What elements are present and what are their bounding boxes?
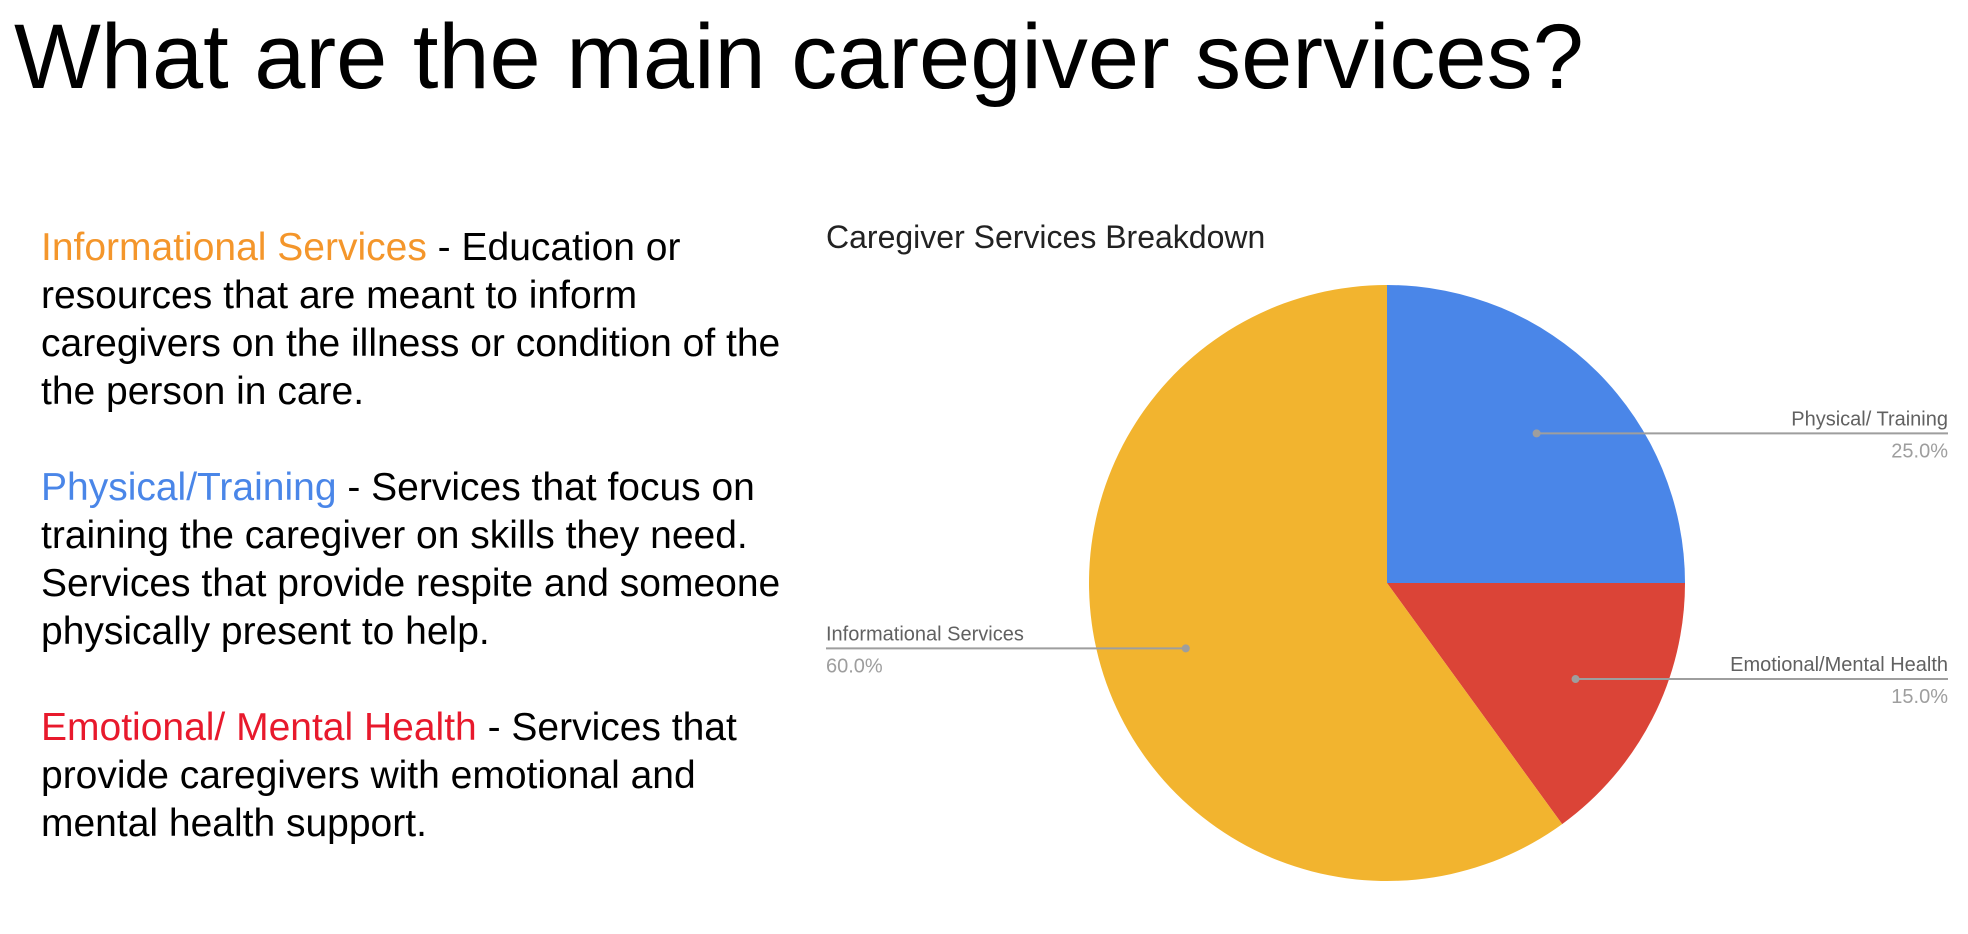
term-physical: Physical/Training — [41, 466, 337, 509]
slice-value-1: 15.0% — [1891, 686, 1948, 708]
pie-labels: Physical/ Training 25.0% Emotional/Mental … — [826, 408, 1948, 708]
slide-title: What are the main caregiver services? — [14, 6, 1584, 108]
slice-value-0: 25.0% — [1891, 440, 1948, 462]
description-emotional: Emotional/ Mental Health - Services that… — [41, 704, 781, 848]
pie-slice-2 — [1089, 285, 1563, 881]
slice-label-0: Physical/ Training — [1791, 408, 1948, 430]
slice-value-2: 60.0% — [826, 655, 883, 677]
slice-label-1: Emotional/Mental Health — [1730, 654, 1948, 676]
text-physical: - Services that focus on training the ca… — [41, 466, 781, 653]
text-informational: - Education or resources that are meant … — [41, 226, 781, 413]
leader-dot-0 — [1532, 429, 1541, 438]
chart-title: Caregiver Services Breakdown — [826, 219, 1265, 255]
term-emotional: Emotional/ Mental Health — [41, 706, 477, 749]
pie-slice-1 — [1387, 583, 1685, 825]
pie-slices — [1089, 285, 1685, 881]
term-informational: Informational Services — [41, 226, 427, 269]
text-emotional: - Services that provide caregivers with … — [41, 706, 737, 845]
slice-label-2: Informational Services — [826, 623, 1024, 645]
description-informational: Informational Services - Education or re… — [41, 224, 781, 416]
leader-dot-2 — [1181, 644, 1190, 653]
leader-dot-1 — [1571, 675, 1580, 684]
description-physical: Physical/Training - Services that focus … — [41, 464, 781, 656]
